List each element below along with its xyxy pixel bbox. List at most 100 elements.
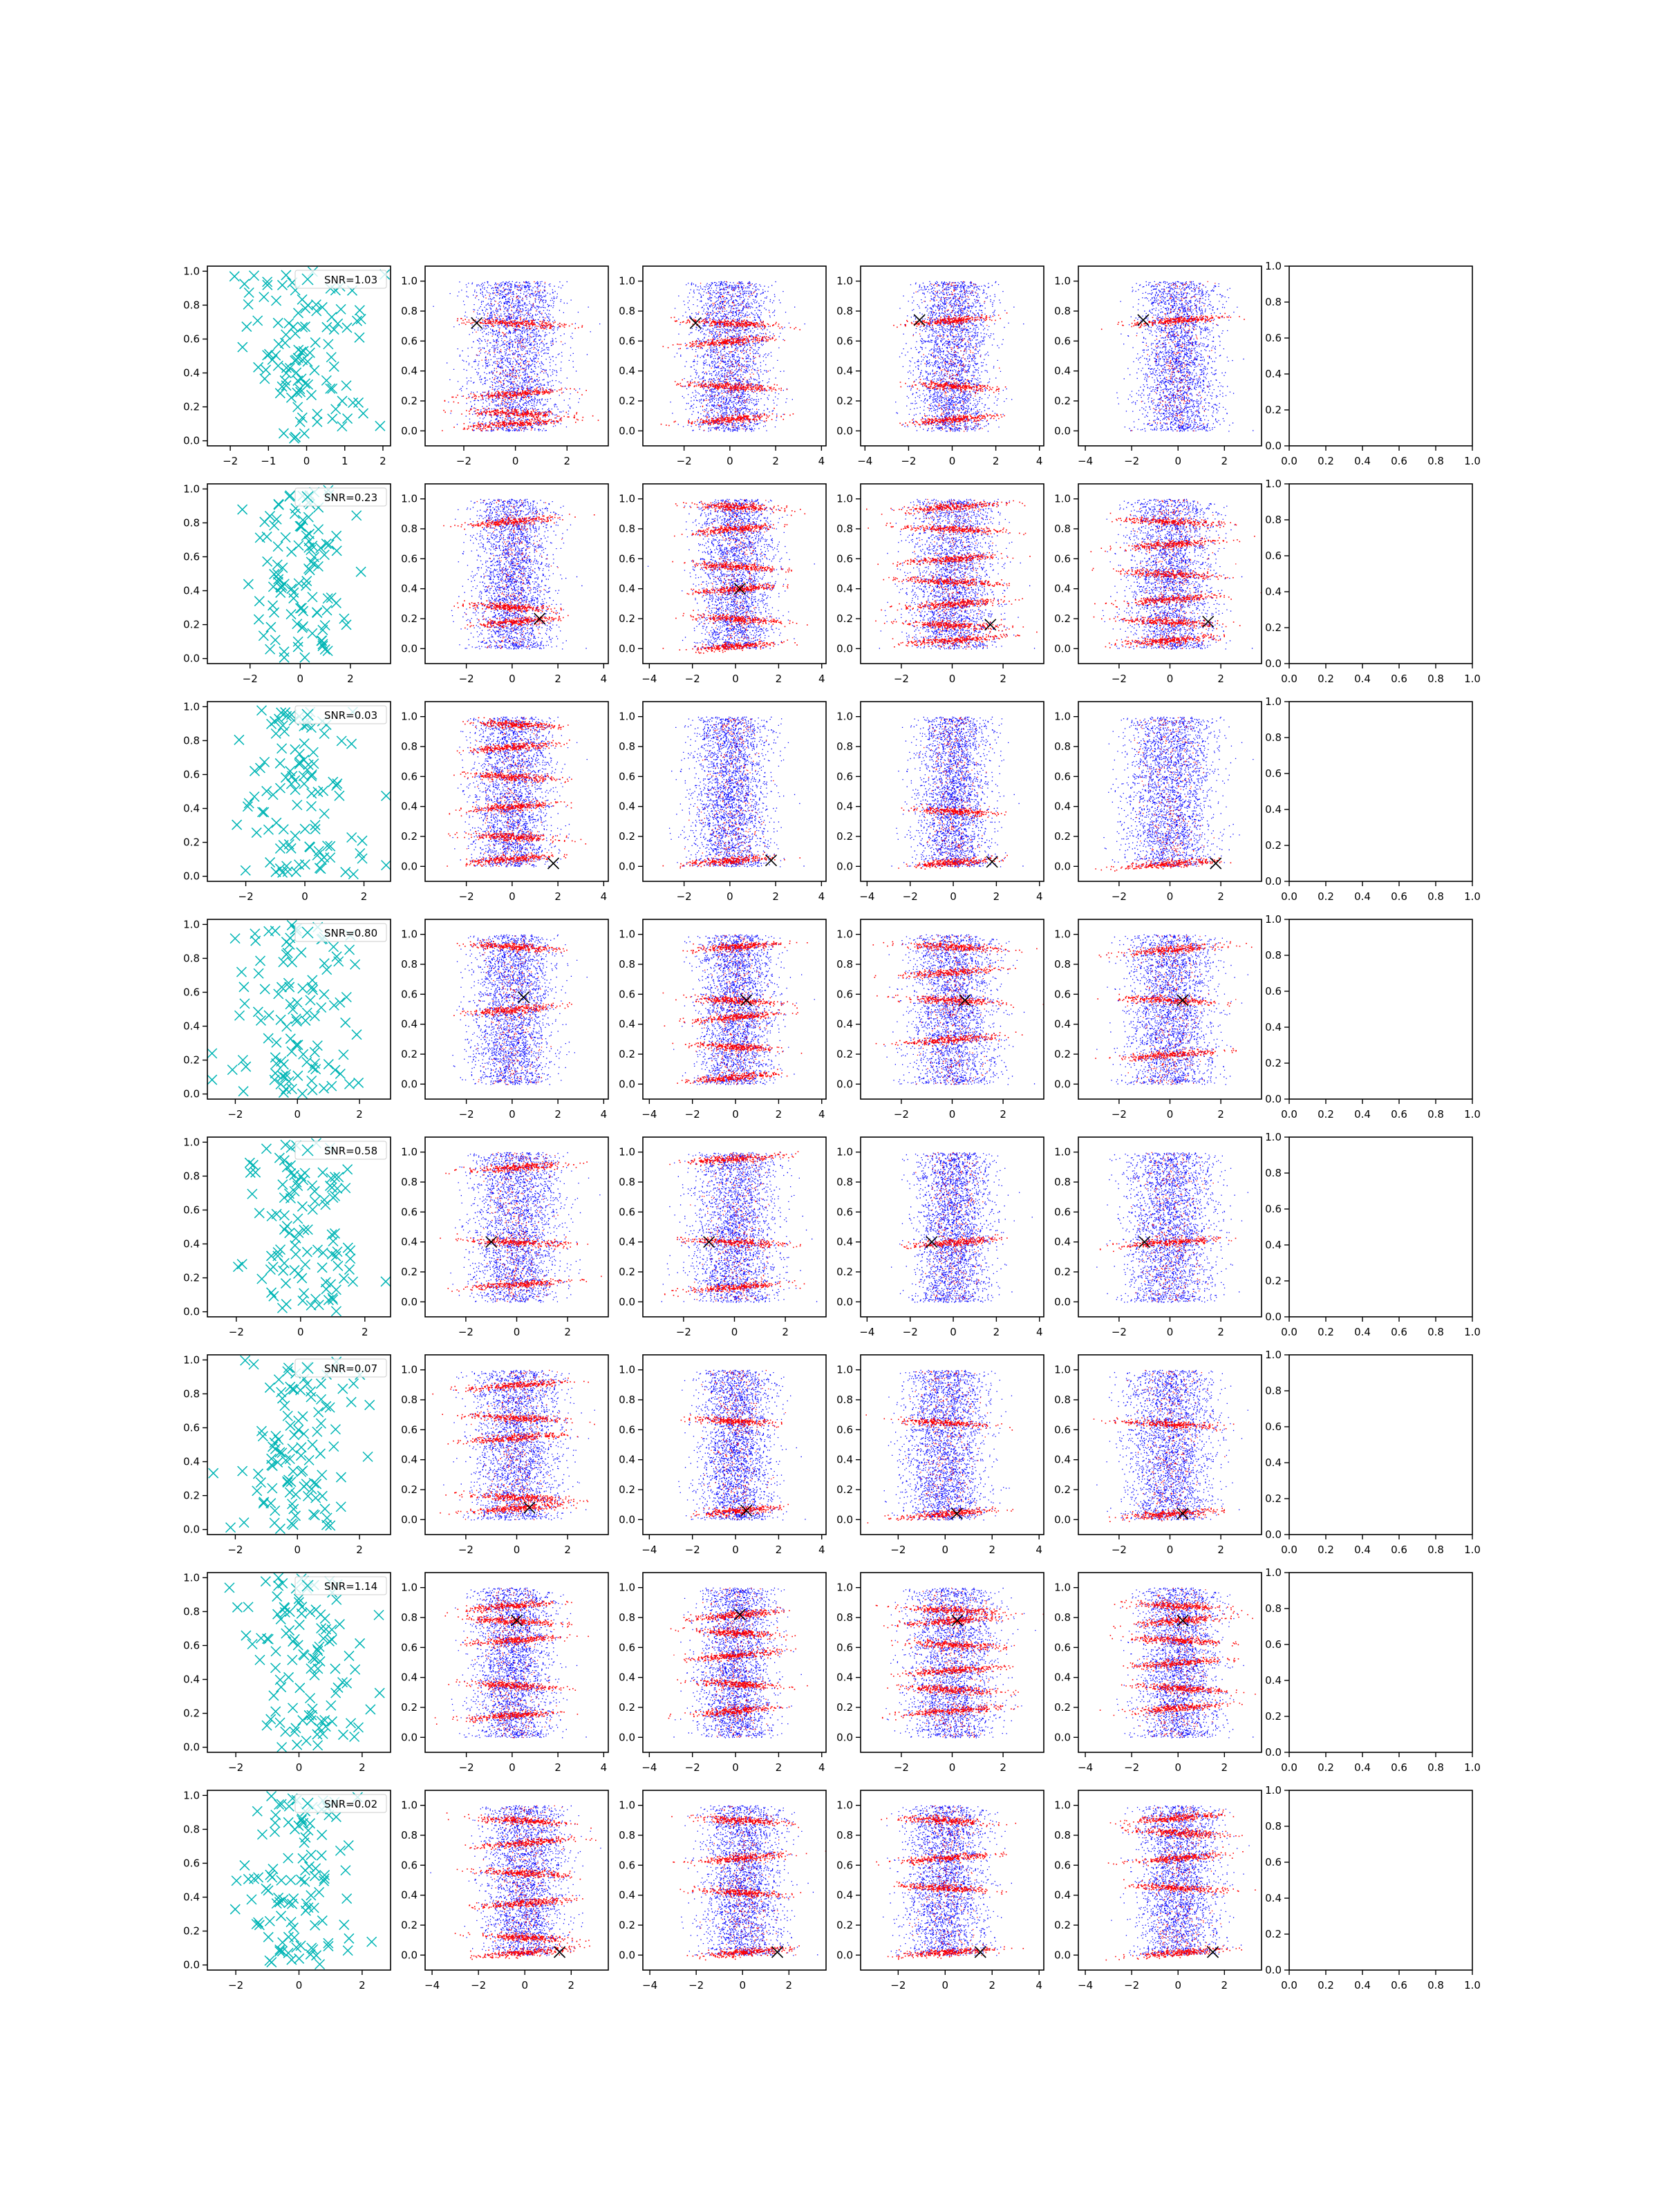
center-marker bbox=[485, 1236, 498, 1248]
scatter-axis-ytick-label: 0.4 bbox=[1054, 1454, 1071, 1466]
scatter-point bbox=[330, 1306, 341, 1317]
scatter-axis-xtick-label: 4 bbox=[818, 673, 825, 685]
scatter-point bbox=[341, 1893, 353, 1904]
scatter-point bbox=[283, 838, 294, 850]
scatter-point bbox=[275, 1014, 286, 1025]
scatter-axis-ytick-label: 0.6 bbox=[1054, 1206, 1071, 1218]
scatter-axis-xtick-label: −2 bbox=[688, 1979, 704, 1991]
scatter-axis-ytick-label: 0.8 bbox=[1054, 1176, 1071, 1188]
scatter-axis-ytick-label: 0.6 bbox=[1054, 552, 1071, 565]
scatter-point bbox=[338, 1273, 349, 1284]
scatter-point bbox=[306, 1300, 317, 1311]
red-band-points bbox=[901, 1152, 1008, 1301]
scatter-point bbox=[283, 318, 294, 329]
scatter-axis-ytick-label: 0.4 bbox=[836, 800, 853, 813]
scatter-point bbox=[263, 1033, 274, 1044]
scatter-point bbox=[324, 1635, 335, 1647]
scatter-axis-xtick-label: −2 bbox=[459, 890, 474, 903]
empty-axis-ytick-label: 0.4 bbox=[1265, 1892, 1282, 1904]
scatter-point bbox=[262, 556, 273, 567]
legend-marker-icon bbox=[301, 1144, 314, 1156]
scatter-axis-ytick-label: 0.2 bbox=[619, 395, 635, 407]
scatter-point bbox=[313, 524, 324, 535]
scatter-point bbox=[346, 832, 357, 843]
scatter-point bbox=[288, 1004, 299, 1015]
scatter-point bbox=[300, 1259, 311, 1270]
scatter-axis-ytick-label: 0.6 bbox=[619, 770, 635, 782]
scatter-point bbox=[330, 1663, 341, 1674]
empty-axis-frame bbox=[1288, 265, 1473, 447]
scatter-point bbox=[328, 1000, 339, 1011]
panel-r1-c2: −2 0 2 0.0 0.2 0.4 0.6 0.8 1.0 bbox=[401, 265, 609, 467]
scatter-point bbox=[282, 1410, 293, 1421]
scatter-point bbox=[272, 1591, 283, 1602]
scatter-point bbox=[263, 926, 274, 937]
snr-axis-ytick-label: 1.0 bbox=[183, 482, 200, 495]
scatter-point bbox=[253, 614, 264, 625]
center-marker bbox=[926, 1236, 938, 1248]
empty-axis-ytick-label: 0.2 bbox=[1265, 839, 1282, 852]
scatter-point bbox=[319, 958, 330, 969]
panel-r4-c4: −2 0 2 0.0 0.2 0.4 0.6 0.8 1.0 bbox=[836, 919, 1044, 1121]
snr-axis-xtick-label: 2 bbox=[361, 890, 368, 903]
empty-axis-ytick-label: 0.6 bbox=[1265, 767, 1282, 780]
scatter-point bbox=[265, 621, 276, 632]
snr-legend-box bbox=[294, 1141, 387, 1160]
scatter-axis-ytick-label: 0.2 bbox=[401, 1048, 418, 1060]
empty-axis-ytick-label: 0.4 bbox=[1265, 585, 1282, 598]
empty-axis-xtick-label: 0.0 bbox=[1281, 1108, 1297, 1121]
scatter-point bbox=[302, 1224, 313, 1235]
panel-r8-c1: SNR=0.02 −2 0 2 0.0 0.2 0.4 0.6 0.8 1.0 bbox=[183, 1789, 391, 1991]
scatter-point bbox=[234, 1010, 245, 1021]
scatter-point bbox=[286, 1046, 297, 1057]
scatter-point bbox=[288, 593, 299, 604]
scatter-point bbox=[253, 1872, 264, 1883]
scatter-point bbox=[364, 1399, 375, 1411]
snr-axis-ytick-label: 1.0 bbox=[183, 700, 200, 713]
scatter-axis-ytick-label: 0.2 bbox=[836, 1483, 853, 1496]
scatter-point bbox=[299, 738, 310, 749]
red-band-points bbox=[662, 718, 800, 869]
scatter-point bbox=[299, 652, 310, 663]
scatter-axis-frame bbox=[424, 1572, 609, 1753]
scatter-point bbox=[290, 1232, 301, 1244]
scatter-axis-ytick-label: 0.0 bbox=[401, 424, 418, 437]
scatter-point bbox=[283, 1853, 294, 1864]
scatter-point bbox=[309, 1047, 320, 1058]
scatter-point bbox=[280, 1139, 291, 1150]
empty-axis-xtick-label: 0.6 bbox=[1391, 673, 1407, 685]
scatter-axis-ytick-label: 0.6 bbox=[1054, 1859, 1071, 1871]
scatter-axis-ytick-label: 0.0 bbox=[1054, 1295, 1071, 1308]
scatter-axis-ytick-label: 0.2 bbox=[401, 1919, 418, 1931]
scatter-point bbox=[319, 1873, 330, 1884]
scatter-point bbox=[287, 1654, 298, 1665]
scatter-axis-frame bbox=[642, 265, 827, 447]
scatter-axis-xtick-label: −2 bbox=[901, 455, 916, 467]
scatter-point bbox=[314, 1641, 325, 1652]
scatter-point bbox=[229, 271, 240, 282]
snr-axis-ytick-label: 0.4 bbox=[183, 585, 200, 597]
scatter-axis-xtick-label: −2 bbox=[685, 1108, 700, 1121]
empty-axis-xtick-label: 0.0 bbox=[1281, 673, 1297, 685]
scatter-axis-xtick-label: −2 bbox=[1124, 1979, 1139, 1991]
scatter-axis-xtick-label: 2 bbox=[993, 455, 1000, 467]
scatter-axis-frame bbox=[860, 1136, 1044, 1318]
snr-axis-xtick-label: −2 bbox=[228, 1761, 243, 1774]
scatter-point bbox=[288, 1503, 299, 1515]
scatter-point bbox=[275, 1078, 286, 1090]
blue-sample-points bbox=[451, 498, 587, 650]
blue-sample-points bbox=[883, 1805, 1012, 1956]
scatter-axis-ytick-label: 0.2 bbox=[619, 1919, 635, 1931]
scatter-axis-ytick-label: 0.8 bbox=[619, 523, 635, 535]
panel-r6-c4: −2 0 2 4 0.0 0.2 0.4 0.6 0.8 1.0 bbox=[836, 1354, 1044, 1556]
empty-axis-ytick-label: 1.0 bbox=[1265, 695, 1282, 708]
scatter-point bbox=[323, 1059, 334, 1070]
scatter-point bbox=[282, 1477, 293, 1488]
red-band-points bbox=[872, 935, 1044, 1085]
snr-legend-box bbox=[294, 1358, 387, 1378]
scatter-axis-ytick-label: 0.6 bbox=[401, 1641, 418, 1653]
red-band-points bbox=[671, 1806, 826, 1961]
scatter-axis-ytick-label: 0.2 bbox=[1054, 830, 1071, 843]
scatter-axis-ytick-label: 0.6 bbox=[401, 1423, 418, 1436]
scatter-axis-xtick-label: 2 bbox=[993, 890, 1000, 903]
